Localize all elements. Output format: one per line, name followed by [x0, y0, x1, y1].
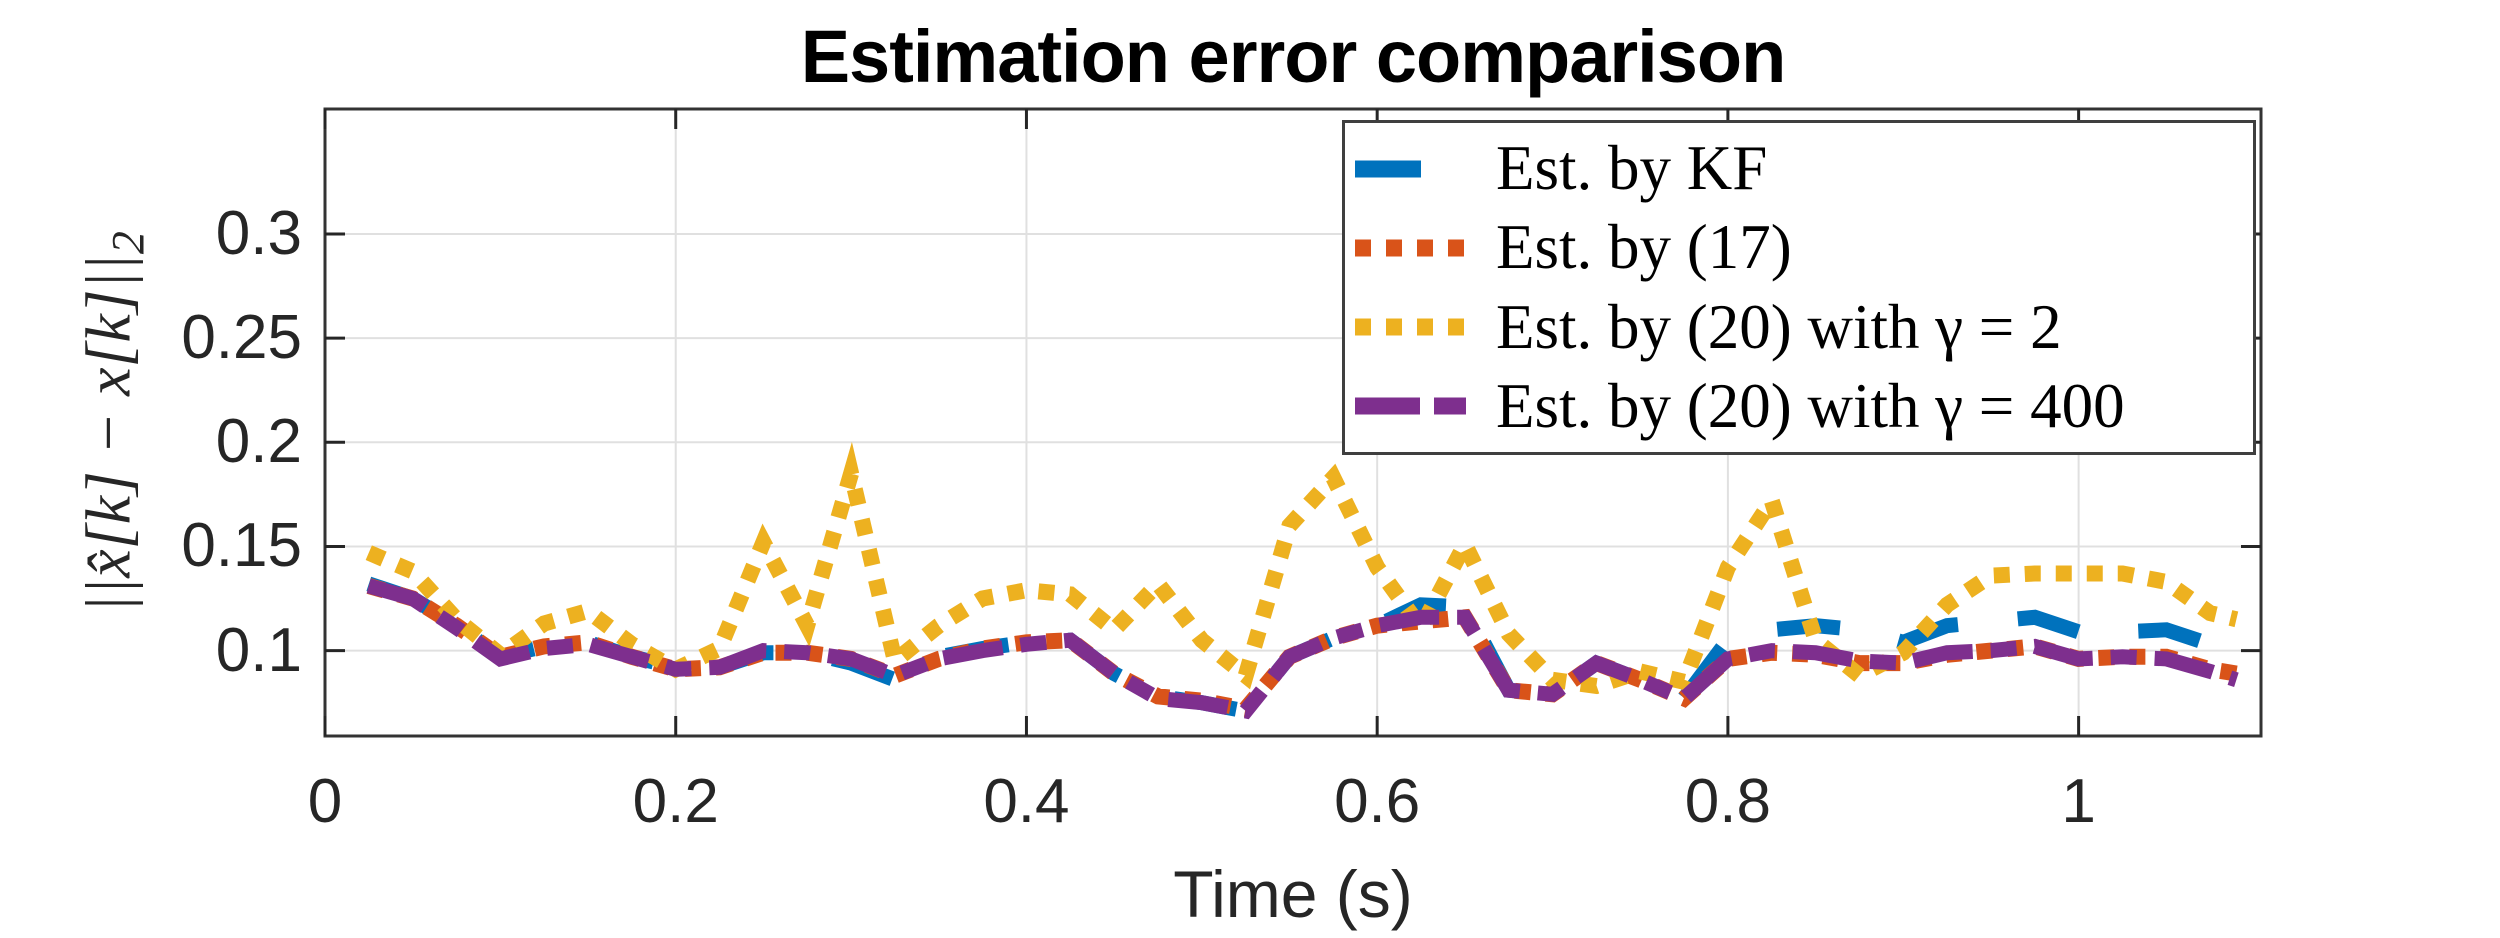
y-tick-label: 0.1: [215, 615, 302, 685]
legend-item-3: Est. by (20) with γ = 2: [1355, 291, 2253, 364]
legend-line-sample: [1355, 397, 1469, 415]
legend-label: Est. by (17): [1496, 212, 1792, 283]
x-tick-label: 0.2: [632, 767, 719, 836]
plot-box: [323, 107, 2263, 738]
y-tick-label: 0.2: [215, 407, 302, 477]
legend: Est. by KF Est. by (17) Est. by (20) with …: [1342, 120, 2256, 455]
legend-label: Est. by KF: [1496, 133, 1768, 204]
legend-label: Est. by (20) with γ = 400: [1496, 370, 2125, 441]
legend-item-4: Est. by (20) with γ = 400: [1355, 370, 2253, 443]
y-tick-label: 0.3: [215, 198, 302, 268]
x-tick-label: 0: [307, 767, 343, 836]
legend-label: Est. by (20) with γ = 2: [1496, 291, 2062, 362]
x-tick-label: 1: [2061, 767, 2096, 836]
x-tick-label: 0.6: [1334, 767, 1421, 836]
y-tick-label: 0.15: [181, 511, 302, 581]
legend-item-1: Est. by KF: [1355, 132, 2253, 205]
y-tick-label: 0.25: [181, 303, 302, 373]
x-axis-label: Time (s): [1173, 857, 1413, 931]
series-line-4: [366, 578, 2239, 720]
chart-title: Estimation error comparison: [800, 15, 1787, 98]
legend-line-sample: [1355, 318, 1469, 336]
legend-item-2: Est. by (17): [1355, 211, 2253, 284]
x-tick-label: 0.8: [1684, 767, 1771, 836]
legend-line-sample: [1355, 160, 1469, 178]
x-tick-label: 0.4: [983, 767, 1070, 836]
legend-line-sample: [1355, 239, 1469, 257]
